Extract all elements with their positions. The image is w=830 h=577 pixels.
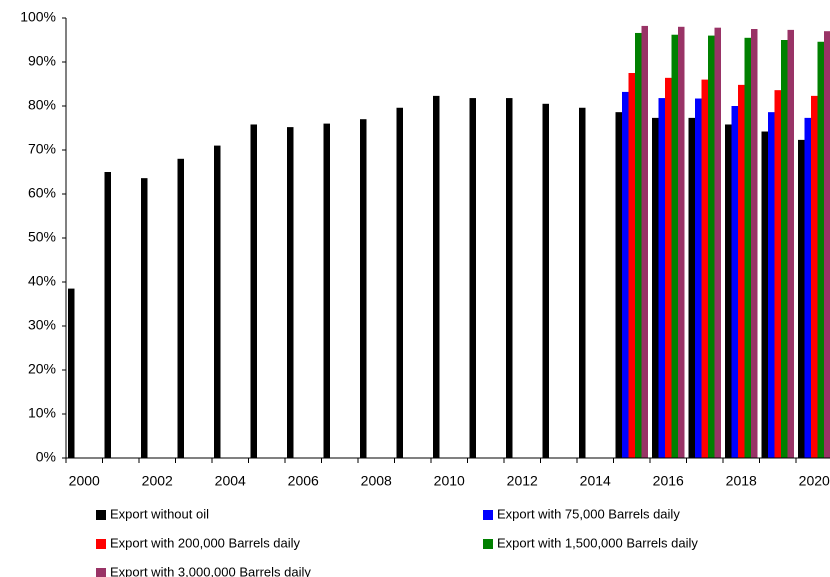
legend-label: Export with 3,000,000 Barrels daily	[110, 564, 311, 577]
legend-label: Export with 75,000 Barrels daily	[497, 506, 680, 521]
bar	[104, 172, 111, 458]
y-tick-label: 80%	[28, 97, 56, 113]
y-tick-label: 30%	[28, 317, 56, 333]
bar	[635, 32, 642, 459]
bar	[652, 117, 659, 458]
bar	[688, 117, 695, 458]
bar	[751, 29, 758, 458]
bar	[787, 29, 794, 458]
x-tick-label: 2008	[361, 473, 392, 489]
bar	[708, 35, 715, 458]
x-tick-label: 2014	[580, 473, 611, 489]
x-tick-label: 2018	[726, 473, 757, 489]
legend-swatch	[483, 539, 493, 549]
bar	[579, 107, 586, 458]
x-tick-label: 2010	[434, 473, 465, 489]
legend-label: Export with 200,000 Barrels daily	[110, 535, 301, 550]
bar	[804, 117, 811, 458]
bar	[360, 119, 367, 458]
bar	[141, 178, 148, 458]
bar	[824, 31, 830, 458]
bar	[701, 79, 708, 458]
bar	[678, 26, 685, 459]
legend-swatch	[96, 568, 106, 577]
bar	[738, 84, 745, 458]
x-tick-label: 2012	[507, 473, 538, 489]
bar	[714, 27, 721, 459]
bar	[817, 41, 824, 458]
x-tick-label: 2000	[69, 473, 100, 489]
x-tick-label: 2002	[142, 473, 173, 489]
bar	[214, 145, 221, 458]
bar	[396, 107, 403, 458]
bar	[665, 77, 672, 458]
bar	[68, 288, 75, 458]
bar	[542, 103, 549, 459]
y-tick-label: 90%	[28, 53, 56, 69]
x-tick-label: 2004	[215, 473, 246, 489]
bar	[177, 158, 184, 459]
bar	[615, 112, 622, 458]
y-tick-label: 20%	[28, 361, 56, 377]
bar	[622, 91, 629, 459]
legend-swatch	[96, 539, 106, 549]
bar	[671, 34, 678, 458]
bar	[811, 95, 818, 458]
bar	[433, 95, 440, 458]
y-tick-label: 50%	[28, 229, 56, 245]
legend-label: Export without oil	[110, 506, 209, 521]
x-tick-label: 2016	[653, 473, 684, 489]
bar	[641, 25, 648, 458]
bar	[761, 131, 768, 458]
legend-label: Export with 1,500,000 Barrels daily	[497, 535, 698, 550]
bar	[744, 37, 751, 459]
bar	[323, 123, 330, 458]
y-tick-label: 100%	[20, 9, 56, 25]
y-tick-label: 70%	[28, 141, 56, 157]
bar	[768, 112, 775, 458]
bar	[658, 98, 665, 458]
x-tick-label: 2006	[288, 473, 319, 489]
bar	[774, 90, 781, 458]
bar	[725, 124, 732, 458]
y-tick-label: 10%	[28, 405, 56, 421]
bar	[628, 73, 635, 458]
bar	[250, 124, 257, 458]
bar	[469, 98, 476, 458]
y-tick-label: 60%	[28, 185, 56, 201]
x-tick-label: 2020	[799, 473, 830, 489]
bar	[695, 98, 702, 459]
legend-swatch	[483, 510, 493, 520]
bar	[781, 40, 788, 458]
legend-swatch	[96, 510, 106, 520]
bar	[731, 106, 738, 458]
y-tick-label: 40%	[28, 273, 56, 289]
bar	[287, 127, 294, 459]
y-tick-label: 0%	[36, 449, 56, 465]
bar	[798, 139, 805, 458]
legend: Export without oil Export with 75,000 Bar…	[96, 506, 698, 577]
bar	[506, 98, 513, 458]
